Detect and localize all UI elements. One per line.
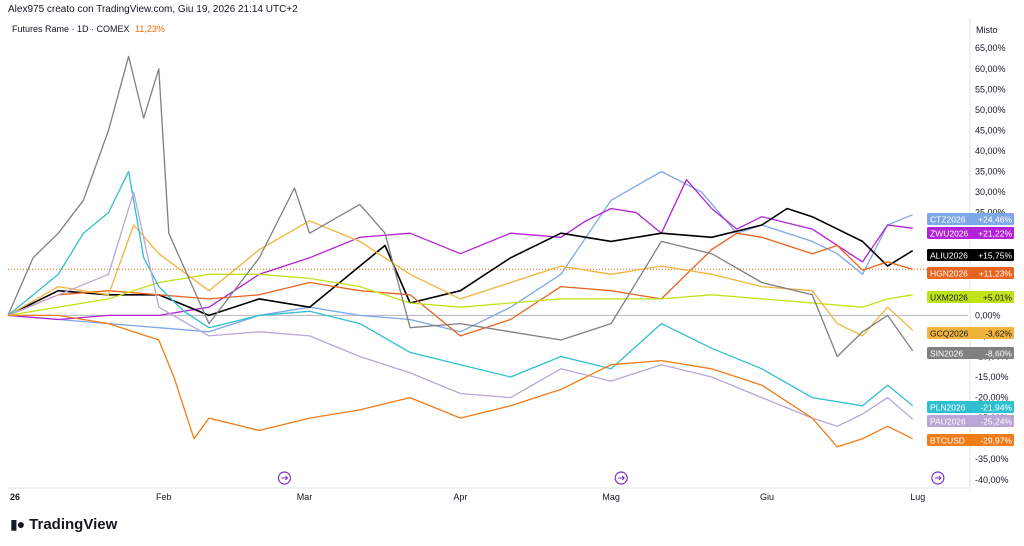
tradingview-logo-icon: ▮● [10, 516, 25, 532]
series-value: +21,22% [978, 228, 1012, 238]
series-line-hgn2026[interactable] [7, 232, 913, 337]
series-name: GCQ2026 [930, 328, 969, 338]
series-name: HGN2026 [930, 268, 968, 278]
y-tick-label: 45,00% [975, 125, 1006, 135]
y-tick-label: 30,00% [975, 187, 1006, 197]
y-tick-label: 65,00% [975, 43, 1006, 53]
series-label-uxm2026[interactable]: UXM2026 +5,01% [927, 291, 1014, 303]
x-tick-label: 26 [10, 492, 20, 502]
series-value: -3,62% [985, 328, 1012, 338]
series-label-pau2026[interactable]: PAU2026 -25,24% [927, 415, 1014, 427]
symbol-change: 11,23% [135, 24, 165, 34]
series-name: PLN2026 [930, 402, 966, 412]
y-tick-label: 55,00% [975, 84, 1006, 94]
series-value: -21,94% [980, 402, 1012, 412]
series-name: SIN2026 [930, 348, 963, 358]
series-value: -29,97% [980, 435, 1012, 445]
y-tick-label: 0,00% [975, 310, 1001, 320]
brand-name: TradingView [29, 516, 118, 533]
symbol-name: Futures Rame · 1D · COMEX [12, 24, 130, 34]
chart-series-lines [7, 55, 914, 448]
scale-mode-label[interactable]: Misto [976, 25, 998, 35]
x-tick-label: Mag [602, 492, 620, 502]
series-name: CTZ2026 [930, 214, 966, 224]
series-name: ZWU2026 [930, 228, 969, 238]
series-label-pln2026[interactable]: PLN2026 -21,94% [927, 401, 1014, 413]
series-line-pau2026[interactable] [7, 191, 914, 427]
y-tick-label: 35,00% [975, 167, 1006, 177]
x-tick-label: Apr [453, 492, 467, 502]
x-tick-label: Giu [760, 492, 774, 502]
series-line-uxm2026[interactable] [7, 273, 913, 317]
y-tick-label: 40,00% [975, 146, 1006, 156]
series-name: ALIU2026 [930, 250, 968, 260]
x-tick-label: Feb [156, 492, 172, 502]
y-tick-label: 25,00% [975, 208, 1006, 218]
y-tick-label: -15,00% [975, 372, 1009, 382]
series-value: -8,60% [985, 348, 1012, 358]
series-label-hgn2026[interactable]: HGN2026 +11,23% [927, 267, 1014, 279]
series-label-aliu2026[interactable]: ALIU2026 +15,75% [927, 249, 1014, 261]
series-line-gcq2026[interactable] [7, 220, 914, 337]
tradingview-brand[interactable]: ▮● TradingView [10, 516, 117, 533]
series-name: PAU2026 [930, 416, 966, 426]
series-name: UXM2026 [930, 292, 968, 302]
x-tick-label: Lug [910, 492, 925, 502]
series-value: -25,24% [980, 416, 1012, 426]
y-tick-label: -40,00% [975, 475, 1009, 485]
series-label-btcusd[interactable]: BTCUSD -29,97% [927, 434, 1014, 446]
series-label-gcq2026[interactable]: GCQ2026 -3,62% [927, 327, 1014, 339]
series-line-aliu2026[interactable] [7, 207, 914, 317]
series-label-sin2026[interactable]: SIN2026 -8,60% [927, 347, 1014, 359]
chart-attribution: Alex975 creato con TradingView.com, Giu … [8, 4, 298, 15]
y-tick-label: 50,00% [975, 105, 1006, 115]
series-line-ctz2026[interactable] [7, 170, 913, 333]
symbol-legend[interactable]: Futures Rame · 1D · COMEX 11,23% [12, 24, 165, 34]
y-tick-label: -35,00% [975, 454, 1009, 464]
series-value: +24,46% [978, 214, 1012, 224]
y-tick-label: -20,00% [975, 393, 1009, 403]
series-line-pln2026[interactable] [7, 170, 914, 407]
series-value: +11,23% [979, 268, 1013, 278]
series-value: +5,01% [983, 292, 1013, 302]
arrow-circle-icon[interactable] [614, 471, 628, 485]
arrow-circle-icon[interactable] [931, 471, 945, 485]
series-line-sin2026[interactable] [7, 55, 914, 358]
series-name: BTCUSD [930, 435, 965, 445]
x-tick-label: Mar [297, 492, 313, 502]
series-line-btcusd[interactable] [8, 314, 913, 448]
chart-series-labels: CTZ2026 +24,46% ZWU2026 +21,22% ALIU2026 +15,… [927, 213, 1014, 446]
series-label-zwu2026[interactable]: ZWU2026 +21,22% [927, 227, 1014, 239]
chart-event-markers [277, 471, 945, 485]
series-value: +15,75% [978, 250, 1012, 260]
y-tick-label: 60,00% [975, 64, 1006, 74]
series-label-ctz2026[interactable]: CTZ2026 +24,46% [927, 213, 1014, 225]
arrow-circle-icon[interactable] [277, 471, 292, 485]
